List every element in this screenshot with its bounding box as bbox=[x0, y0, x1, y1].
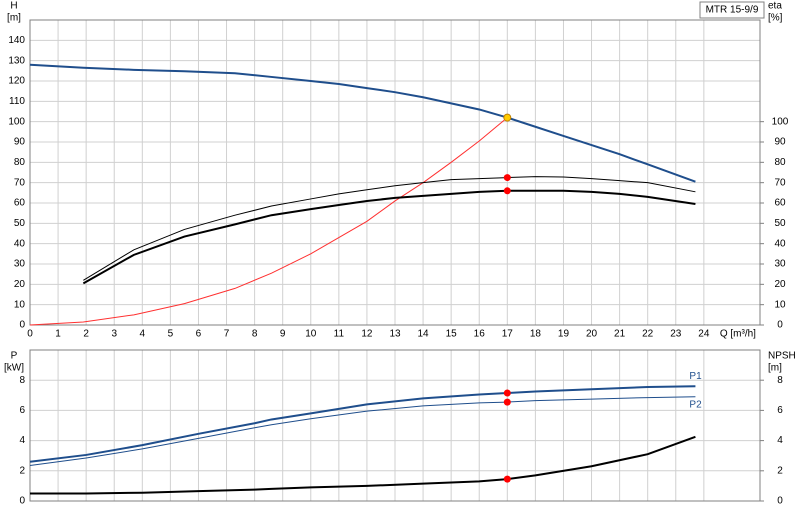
y-tick-label: 10 bbox=[14, 299, 26, 310]
x-tick-label: 24 bbox=[698, 329, 710, 340]
pump-tag: MTR 15-9/9 bbox=[706, 5, 759, 16]
x-tick-label: 0 bbox=[27, 329, 33, 340]
y-tick-label: 20 bbox=[14, 279, 26, 290]
y2-tick-label: 90 bbox=[774, 137, 786, 148]
x-tick-label: 18 bbox=[530, 329, 542, 340]
y-tick-label: 110 bbox=[9, 96, 25, 107]
y-axis-label: P bbox=[11, 351, 18, 362]
x-tick-label: 4 bbox=[140, 329, 146, 340]
plot-frame bbox=[29, 19, 761, 326]
y2-tick-label: 100 bbox=[772, 116, 789, 127]
y2-tick-label: 20 bbox=[774, 279, 786, 290]
x-tick-label: 5 bbox=[168, 329, 174, 340]
curve bbox=[30, 435, 696, 495]
y2-axis-unit: [m] bbox=[768, 363, 782, 374]
y2-tick-label: 60 bbox=[774, 198, 786, 209]
x-tick-label: 23 bbox=[670, 329, 682, 340]
curve bbox=[82, 189, 696, 285]
x-tick-label: 3 bbox=[111, 329, 117, 340]
series-label: P1 bbox=[689, 371, 702, 382]
x-tick-label: 12 bbox=[361, 329, 373, 340]
x-axis-label: Q [m³/h] bbox=[720, 329, 756, 340]
x-tick-label: 8 bbox=[252, 329, 258, 340]
x-tick-label: 6 bbox=[196, 329, 202, 340]
operating-point bbox=[503, 174, 511, 182]
x-tick-label: 1 bbox=[55, 329, 61, 340]
y-tick-label: 70 bbox=[14, 177, 26, 188]
x-tick-label: 21 bbox=[614, 329, 626, 340]
y-tick-label: 60 bbox=[14, 198, 26, 209]
y-tick-label: 8 bbox=[19, 375, 25, 386]
plot-frame bbox=[29, 349, 761, 502]
y-tick-label: 100 bbox=[8, 116, 25, 127]
y2-tick-label: 4 bbox=[777, 435, 783, 446]
y-tick-label: 40 bbox=[14, 238, 26, 249]
x-tick-label: 11 bbox=[334, 329, 345, 340]
y-tick-label: 2 bbox=[19, 465, 25, 476]
operating-point bbox=[503, 187, 511, 195]
y-tick-label: 90 bbox=[14, 137, 26, 148]
x-tick-label: 13 bbox=[389, 329, 401, 340]
x-tick-label: 19 bbox=[558, 329, 570, 340]
y2-tick-label: 50 bbox=[774, 218, 786, 229]
curve bbox=[29, 385, 696, 463]
curve bbox=[83, 176, 696, 281]
operating-point bbox=[503, 113, 512, 122]
operating-point bbox=[503, 475, 511, 483]
y-tick-label: 140 bbox=[8, 35, 25, 46]
y2-tick-label: 0 bbox=[777, 320, 783, 331]
y2-tick-label: 2 bbox=[777, 465, 783, 476]
x-tick-label: 10 bbox=[305, 329, 317, 340]
y-axis-unit: [kW] bbox=[4, 363, 24, 374]
y-axis-unit: [m] bbox=[7, 13, 21, 24]
y-tick-label: 130 bbox=[8, 55, 25, 66]
series-label: P2 bbox=[689, 399, 702, 410]
y2-tick-label: 40 bbox=[774, 238, 786, 249]
y-tick-label: 4 bbox=[19, 435, 25, 446]
y2-axis-unit: [%] bbox=[768, 13, 783, 24]
curve bbox=[29, 117, 508, 326]
y-tick-label: 30 bbox=[14, 259, 26, 270]
y-tick-label: 0 bbox=[19, 320, 25, 331]
y2-axis-label: eta bbox=[768, 1, 782, 12]
x-tick-label: 17 bbox=[502, 329, 514, 340]
y2-tick-label: 6 bbox=[777, 405, 783, 416]
x-tick-label: 16 bbox=[474, 329, 486, 340]
y2-axis-label: NPSH bbox=[768, 351, 796, 362]
operating-point bbox=[503, 389, 511, 397]
x-tick-label: 14 bbox=[418, 329, 430, 340]
y-tick-label: 50 bbox=[14, 218, 26, 229]
operating-point bbox=[503, 398, 511, 406]
y2-tick-label: 10 bbox=[774, 299, 786, 310]
y-tick-label: 6 bbox=[19, 405, 25, 416]
x-tick-label: 20 bbox=[586, 329, 598, 340]
curve bbox=[29, 396, 696, 467]
x-tick-label: 2 bbox=[83, 329, 89, 340]
x-tick-label: 22 bbox=[642, 329, 654, 340]
x-tick-label: 15 bbox=[446, 329, 458, 340]
tag-box bbox=[699, 1, 765, 19]
curve bbox=[29, 63, 696, 183]
y2-tick-label: 80 bbox=[774, 157, 786, 168]
y-tick-label: 80 bbox=[14, 157, 26, 168]
y-tick-label: 120 bbox=[8, 76, 25, 87]
y-axis-label: H bbox=[10, 1, 17, 12]
y2-tick-label: 70 bbox=[774, 177, 786, 188]
y2-tick-label: 8 bbox=[777, 375, 783, 386]
y2-tick-label: 30 bbox=[774, 259, 786, 270]
y2-tick-label: 0 bbox=[777, 496, 783, 507]
y-tick-label: 0 bbox=[19, 496, 25, 507]
x-tick-label: 7 bbox=[224, 329, 230, 340]
x-tick-label: 9 bbox=[280, 329, 286, 340]
